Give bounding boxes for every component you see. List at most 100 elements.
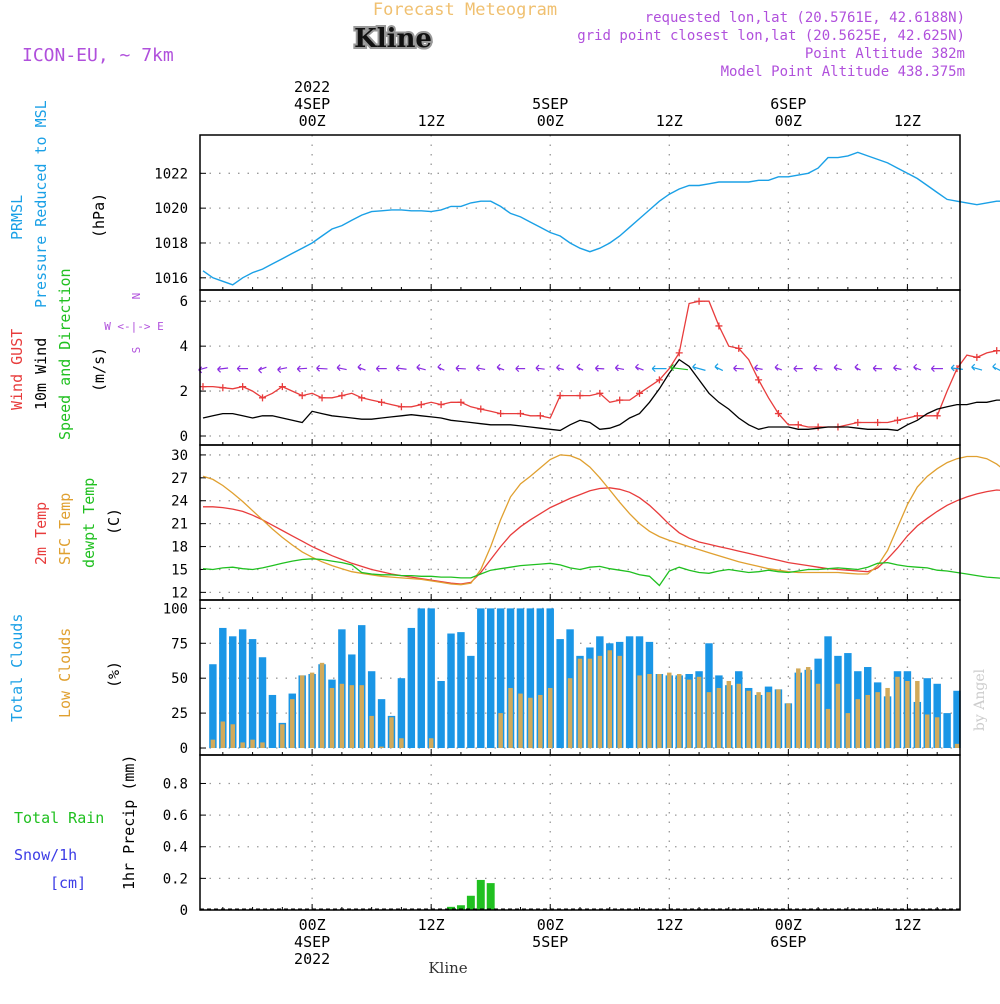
- low-clouds-bar: [905, 680, 910, 749]
- gust-point: [536, 412, 544, 420]
- total-rain-label: Total Rain: [14, 809, 104, 827]
- total-clouds-bar: [923, 678, 931, 749]
- wind-arrow: [615, 367, 625, 371]
- pressure-ytick-label: 1016: [154, 271, 188, 287]
- low-clouds-bar: [508, 687, 513, 749]
- precip-ytick-label: 0.4: [163, 840, 188, 856]
- wind-arrowhead: [496, 363, 501, 371]
- low-clouds-bar: [210, 739, 216, 749]
- low-clouds-bar: [240, 742, 245, 749]
- low-clouds-bar: [954, 743, 960, 749]
- low-clouds-bar: [766, 692, 771, 749]
- low-clouds-bar: [925, 714, 930, 749]
- wind-arrowhead: [872, 364, 877, 372]
- bottom-axis-label: 4SEP: [294, 933, 330, 951]
- wind-arrow: [971, 366, 983, 371]
- precip-frame: [199, 754, 961, 911]
- low-clouds-bar: [796, 668, 801, 749]
- compass-south: S: [130, 347, 143, 354]
- bottom-axis-label: 00Z: [299, 916, 326, 934]
- wind-arrowhead: [854, 363, 859, 371]
- low-clouds-bar: [915, 680, 920, 749]
- low-clouds-bar: [379, 746, 384, 749]
- gust-point: [755, 376, 763, 384]
- wind-arrowhead: [793, 365, 798, 373]
- wind-arrowhead: [692, 363, 697, 371]
- wind-arrow: [692, 366, 706, 371]
- low-clouds-bar: [617, 655, 622, 749]
- low-clouds-bar: [825, 708, 831, 749]
- clouds-ytick-label: 25: [171, 706, 188, 722]
- low-clouds-bar: [835, 683, 841, 749]
- rain-bar: [456, 905, 465, 910]
- gust-point: [715, 322, 723, 330]
- total-clouds-bar: [437, 680, 445, 749]
- wind-arrow: [277, 367, 288, 371]
- wind-arrow: [873, 367, 883, 370]
- wind-arrowhead: [774, 363, 779, 371]
- top-axis-label: 00Z: [299, 112, 326, 130]
- total-clouds-bar: [248, 639, 257, 749]
- temperature-panel: 12 15 18 21 24 27 30: [171, 444, 1000, 601]
- temperature-ytick-label: 27: [171, 471, 188, 487]
- temp2m-series-line: [203, 487, 1000, 585]
- temp-unit: (C): [105, 508, 123, 535]
- wind-arrowhead: [714, 363, 719, 371]
- total-clouds-bar: [219, 627, 227, 749]
- precip-ytick-label: 0.6: [163, 808, 188, 824]
- top-axis-label: 12Z: [656, 112, 683, 130]
- requested-coords: requested lon,lat (20.5761E, 42.6188N): [645, 10, 965, 26]
- gust-point: [675, 349, 683, 357]
- speed-direction-label: Speed and Direction: [56, 268, 74, 440]
- gust-point: [298, 392, 306, 400]
- low-clouds-bar: [567, 678, 573, 749]
- model-altitude: Model Point Altitude 438.375m: [721, 64, 965, 80]
- low-clouds-bar: [706, 692, 712, 749]
- wind-arrowhead: [595, 364, 599, 372]
- wind-panel: 0 2 4 6: [180, 289, 1000, 446]
- wind-series-line: [202, 358, 1000, 432]
- gust-point: [457, 398, 465, 406]
- wind-arrow: [733, 367, 744, 370]
- gust-point: [397, 403, 405, 411]
- bottom-axis-label: 00Z: [775, 916, 802, 934]
- chart-title: Forecast Meteogram: [373, 0, 557, 20]
- gust-point: [794, 421, 802, 429]
- top-axis-label: 4SEP: [294, 95, 330, 113]
- low-clouds-bar: [597, 655, 603, 749]
- clouds-ylabel: Total Clouds Low Clouds (%): [8, 614, 123, 722]
- pressure-ytick-label: 1022: [154, 166, 188, 182]
- pressure-series-line: [202, 151, 1000, 286]
- wind-arrow: [670, 366, 688, 371]
- top-axis-label: 12Z: [894, 112, 921, 130]
- grid-coords: grid point closest lon,lat (20.5625E, 42…: [577, 28, 965, 44]
- wind-unit: (m/s): [90, 347, 108, 392]
- wind-arrowhead: [535, 364, 540, 372]
- wind-arrowhead: [556, 364, 560, 372]
- gust-point: [358, 394, 366, 402]
- total-clouds-bar: [516, 608, 525, 749]
- gust-point: [973, 353, 981, 361]
- low-clouds-bar: [756, 692, 761, 749]
- total-clouds-bar: [943, 713, 951, 749]
- total-clouds-bar: [625, 636, 634, 749]
- low-clouds-bar: [885, 687, 890, 749]
- pressure-ytick-label: 1018: [154, 236, 188, 252]
- pressure-label-line2: Pressure Reduced to MSL: [32, 100, 50, 308]
- wind-arrowhead: [515, 365, 520, 373]
- total-clouds-label: Total Clouds: [8, 614, 26, 722]
- gust-label: Wind GUST: [8, 329, 26, 410]
- temperature-ytick-label: 15: [171, 562, 188, 578]
- total-clouds-bar: [377, 699, 386, 749]
- bottom-axis-label: 12Z: [656, 916, 683, 934]
- chart-panels: 1016101810201022024612151821242730025507…: [154, 134, 1000, 919]
- precip-ylabel: Total Rain Snow/1h [cm] 1hr Precip (mm): [14, 755, 138, 892]
- snow-unit-label: [cm]: [50, 874, 86, 892]
- wind-arrowhead: [930, 365, 935, 373]
- bottom-axis-label: 12Z: [418, 916, 445, 934]
- low-clouds-bar: [329, 687, 335, 749]
